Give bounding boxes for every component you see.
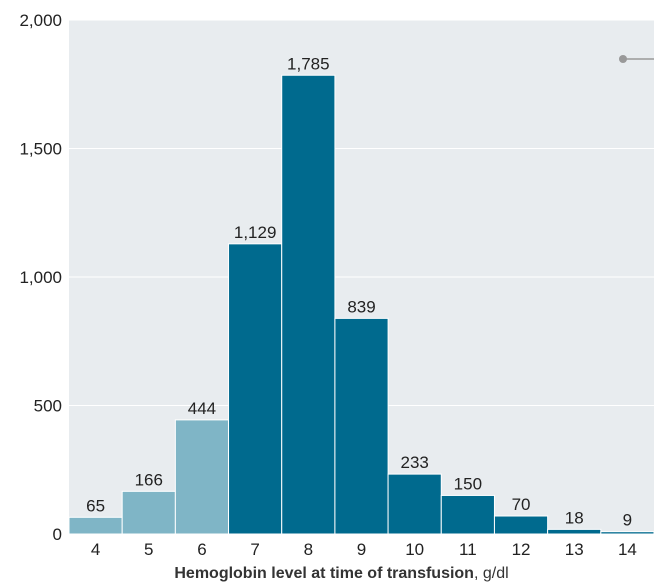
x-tick-label: 12 [512,540,531,559]
y-axis-tick-labels: 0 500 1,000 1,500 2,000 [19,11,62,544]
data-label: 166 [135,470,163,489]
y-tick-label: 1,500 [19,140,62,159]
bar [68,516,123,535]
y-tick-label: 0 [53,525,62,544]
y-tick-label: 2,000 [19,11,62,30]
data-label: 65 [86,496,105,515]
data-label: 839 [347,297,375,316]
bars [68,74,654,535]
x-axis-label-unit: , g/dl [474,565,509,582]
data-label: 1,129 [234,223,277,242]
bar [174,419,230,535]
x-tick-label: 13 [565,540,584,559]
x-tick-label: 6 [197,540,206,559]
bar [493,515,549,535]
gridlines [69,19,654,406]
legend-line-marker [619,55,654,63]
x-tick-label: 8 [304,540,313,559]
bar [600,531,654,535]
legend-dot [619,55,627,63]
x-axis-label-title: Hemoglobin level at time of transfusion [174,565,474,582]
y-tick-label: 500 [34,397,62,416]
bar [281,74,336,535]
x-axis-tick-labels: 4 5 6 7 8 9 10 11 12 13 14 [91,540,637,559]
bar [547,528,602,535]
x-axis-label: Hemoglobin level at time of transfusion,… [174,565,508,582]
bar [121,490,176,535]
data-label: 233 [400,453,428,472]
data-labels: 65 166 444 1,129 1,785 839 233 150 70 18 9 [86,54,632,529]
data-label: 70 [512,495,531,514]
bar [440,494,495,535]
data-label: 1,785 [287,54,330,73]
bar [228,243,283,535]
x-tick-label: 5 [144,540,153,559]
x-tick-label: 9 [357,540,366,559]
x-tick-label: 7 [250,540,259,559]
data-label: 18 [565,508,584,527]
data-label: 9 [623,511,632,530]
bar [387,473,442,535]
data-label: 150 [454,474,482,493]
x-tick-label: 14 [618,540,637,559]
x-tick-label: 11 [459,540,477,559]
bar [334,317,389,535]
x-tick-label: 4 [91,540,100,559]
x-tick-label: 10 [405,540,424,559]
y-tick-label: 1,000 [19,268,62,287]
data-label: 444 [188,399,216,418]
